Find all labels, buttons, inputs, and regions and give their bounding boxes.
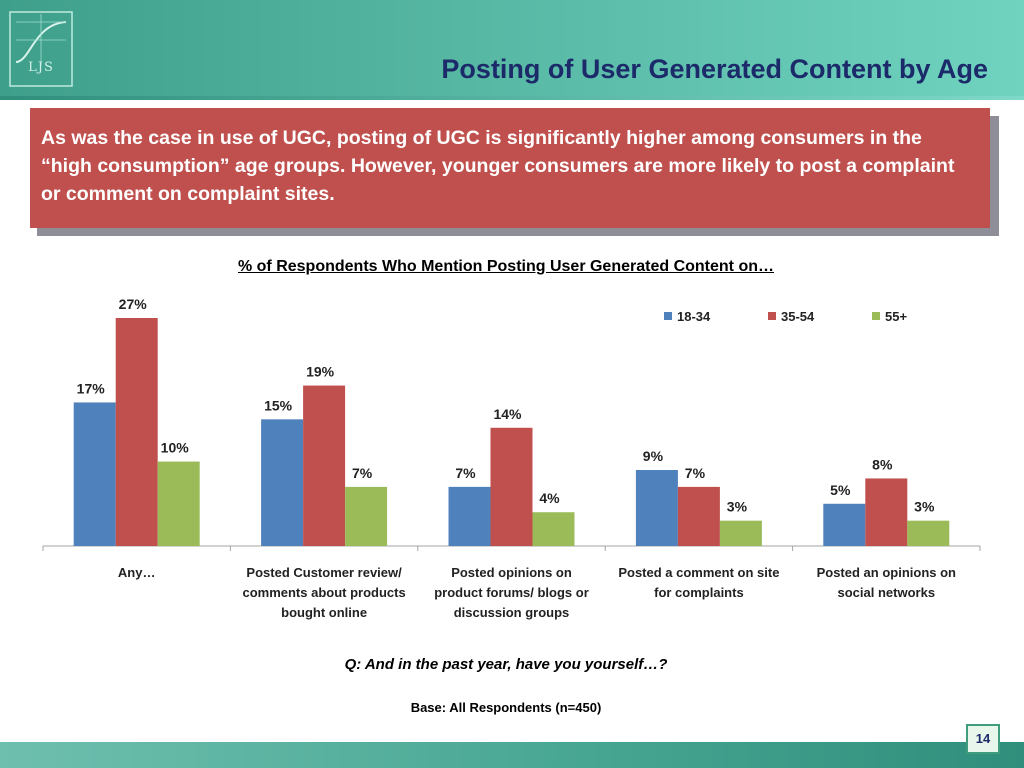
bar-value-label: 7% (455, 465, 476, 481)
bar (719, 520, 762, 546)
bar-value-label: 27% (119, 296, 148, 312)
bar (157, 461, 200, 546)
x-tick-label: discussion groups (454, 605, 570, 620)
bar (73, 402, 116, 546)
bar (448, 486, 491, 546)
bar-value-label: 5% (830, 482, 851, 498)
logo-text: LJS (28, 60, 54, 75)
bar-chart: 17% 27% 10% Any… 15% 19% 7% Posted Customer rev… (42, 296, 981, 620)
bar-value-label: 3% (914, 499, 935, 515)
x-tick-label: Posted a comment on site (618, 565, 779, 580)
legend-label: 18-34 (677, 309, 711, 324)
bar-value-label: 4% (539, 490, 560, 506)
page-number: 14 (966, 724, 1000, 754)
bar-value-label: 17% (77, 380, 106, 396)
bar (303, 385, 346, 546)
x-tick-label: Posted opinions on (451, 565, 572, 580)
page-title: Posting of User Generated Content by Age (441, 54, 988, 84)
ljs-logo-icon (9, 11, 73, 87)
x-tick-label: social networks (838, 585, 936, 600)
survey-question: Q: And in the past year, have you yourse… (344, 656, 668, 673)
legend-swatch (664, 312, 672, 320)
legend-label: 55+ (885, 309, 907, 324)
summary-callout: As was the case in use of UGC, posting o… (30, 108, 990, 228)
bar (677, 486, 720, 546)
bar-value-label: 15% (264, 397, 293, 413)
base-note: Base: All Respondents (n=450) (410, 700, 602, 715)
x-tick-label: for complaints (654, 585, 744, 600)
bar (345, 486, 388, 546)
bar-value-label: 7% (352, 465, 373, 481)
x-tick-label: product forums/ blogs or (434, 585, 589, 600)
bar (823, 503, 866, 546)
legend-swatch (872, 312, 880, 320)
bar (261, 419, 304, 546)
x-tick-label: comments about products (242, 585, 405, 600)
bar-value-label: 14% (493, 406, 522, 422)
bar-value-label: 9% (643, 448, 664, 464)
bar (532, 512, 575, 546)
bar (635, 470, 678, 546)
bar-value-label: 10% (161, 440, 190, 456)
legend-label: 35-54 (781, 309, 815, 324)
legend-swatch (768, 312, 776, 320)
bar-value-label: 3% (727, 499, 748, 515)
bar-value-label: 19% (306, 364, 335, 380)
header-banner (0, 0, 1024, 96)
bar (115, 318, 158, 546)
bar (907, 520, 950, 546)
header-divider (0, 96, 1024, 100)
bar-value-label: 7% (685, 465, 706, 481)
bar (865, 478, 908, 546)
bar (490, 427, 533, 546)
chart-title: % of Respondents Who Mention Posting Use… (237, 258, 774, 275)
x-tick-label: bought online (281, 605, 367, 620)
x-tick-label: Posted an opinions on (817, 565, 956, 580)
footer-banner (0, 742, 1024, 768)
x-tick-label: Any… (118, 565, 156, 580)
x-tick-label: Posted Customer review/ (246, 565, 402, 580)
bar-value-label: 8% (872, 456, 893, 472)
